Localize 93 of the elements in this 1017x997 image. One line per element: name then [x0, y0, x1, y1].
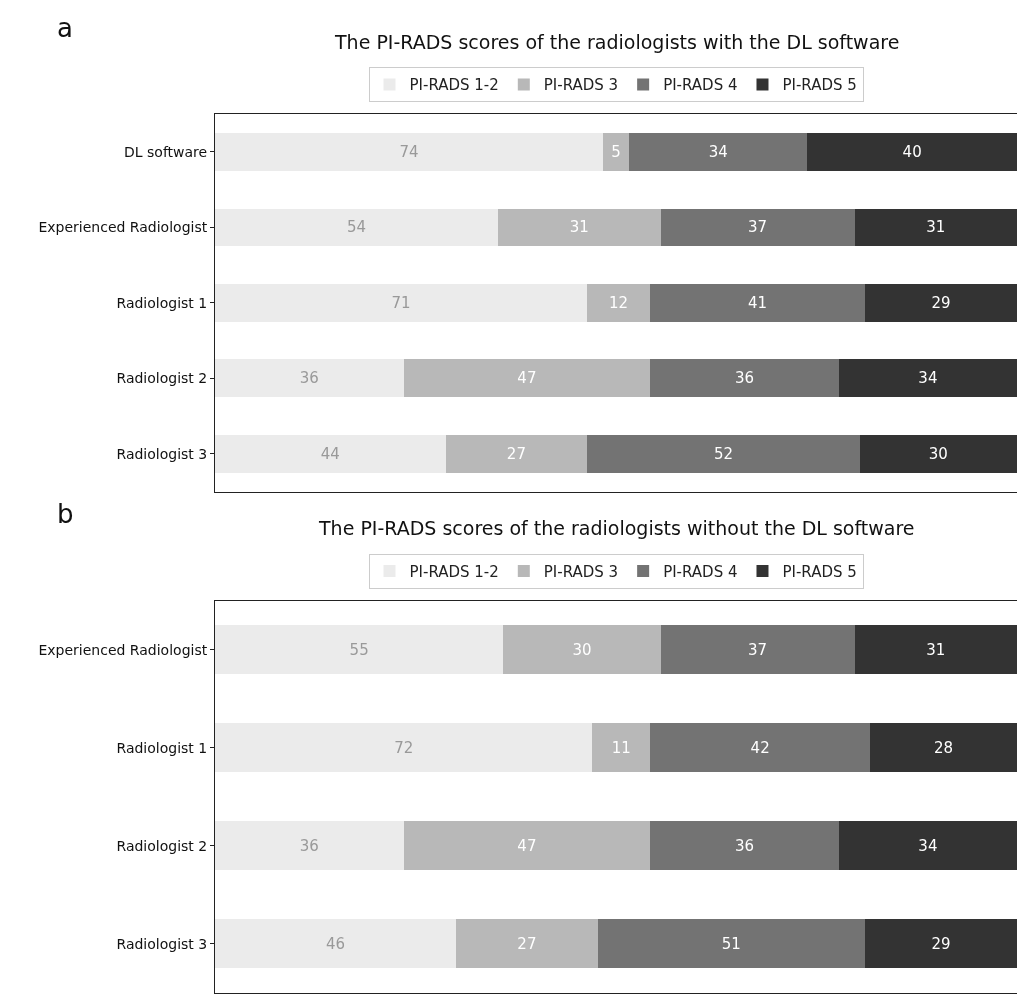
- bar: [807, 133, 1017, 171]
- bar: [597, 919, 865, 969]
- y-tick-label: Radiologist 3: [116, 445, 208, 462]
- legend-label: PI-RADS 4: [663, 76, 738, 95]
- bar: [587, 434, 860, 473]
- y-tick-label: Radiologist 2: [116, 370, 208, 387]
- y-tick-label: DL software: [124, 143, 208, 160]
- data-label: 5: [611, 142, 621, 161]
- bar: [215, 919, 457, 969]
- bar: [215, 434, 446, 473]
- bar: [592, 723, 651, 773]
- data-label: 55: [349, 640, 369, 659]
- data-label: 40: [902, 142, 922, 161]
- bar: [215, 283, 588, 322]
- bar: [215, 723, 593, 773]
- data-label: 72: [394, 738, 414, 757]
- data-label: 31: [569, 218, 589, 237]
- bar: [498, 208, 661, 247]
- data-label: 52: [713, 444, 734, 463]
- y-tick-label: Radiologist 3: [116, 935, 208, 952]
- data-label: 47: [517, 836, 537, 855]
- text: a: [57, 13, 73, 43]
- bar: [602, 133, 630, 171]
- bar: [650, 283, 865, 322]
- bar: [870, 723, 1017, 773]
- bar: [838, 821, 1017, 871]
- data-label: 46: [326, 934, 346, 953]
- legend-label: PI-RADS 1-2: [409, 562, 499, 581]
- bar: [445, 434, 588, 473]
- data-label: 36: [734, 836, 754, 855]
- data-label: 31: [926, 640, 946, 659]
- data-label: 36: [734, 369, 754, 388]
- data-label: 29: [931, 293, 951, 312]
- data-label: 11: [611, 738, 631, 757]
- y-tick-label: Experienced Radiologist: [38, 219, 208, 236]
- legend-label: PI-RADS 1-2: [409, 76, 499, 95]
- y-tick-label: Experienced Radiologist: [38, 641, 208, 658]
- data-label: 30: [928, 444, 948, 463]
- bar: [403, 359, 651, 398]
- bar: [587, 283, 651, 322]
- data-label: 12: [609, 293, 629, 312]
- chart-title: The PI-RADS scores of the radiologists with the DL software: [334, 31, 900, 53]
- bar: [650, 359, 839, 398]
- data-label: 34: [918, 836, 938, 855]
- legend-label: PI-RADS 3: [543, 76, 619, 95]
- data-label: 41: [747, 293, 768, 312]
- bar: [215, 359, 404, 398]
- chart-title: The PI-RADS scores of the radiologists without the DL software: [318, 517, 915, 539]
- bar: [215, 625, 504, 675]
- bar: [854, 208, 1017, 247]
- data-label: 30: [572, 640, 592, 659]
- bar: [215, 208, 499, 247]
- data-label: 74: [399, 142, 419, 161]
- bar: [650, 723, 871, 773]
- legend-label: PI-RADS 5: [782, 76, 857, 95]
- bar: [215, 821, 404, 871]
- bar: [864, 283, 1017, 322]
- data-label: 36: [299, 836, 319, 855]
- data-label: 34: [918, 369, 938, 388]
- bar: [650, 821, 839, 871]
- bar: [456, 919, 598, 969]
- y-tick-label: Radiologist 2: [116, 837, 208, 854]
- data-label: 42: [750, 738, 770, 757]
- data-label: 28: [934, 738, 954, 757]
- bar: [864, 919, 1017, 969]
- bar: [838, 359, 1017, 398]
- data-label: 54: [346, 218, 367, 237]
- data-label: 71: [391, 293, 411, 312]
- data-label: 47: [517, 369, 537, 388]
- data-label: 29: [931, 934, 951, 953]
- legend-label: PI-RADS 5: [782, 562, 857, 581]
- bar: [854, 625, 1017, 675]
- data-label: 27: [517, 934, 537, 953]
- y-tick-label: Radiologist 1: [116, 294, 208, 311]
- bar: [503, 625, 661, 675]
- data-label: 37: [747, 218, 768, 237]
- bar: [215, 133, 603, 171]
- bar: [660, 625, 855, 675]
- data-label: 36: [299, 369, 319, 388]
- data-label: 31: [926, 218, 946, 237]
- bar: [859, 434, 1017, 473]
- data-label: 51: [721, 934, 741, 953]
- text: b: [57, 499, 74, 529]
- legend-label: PI-RADS 4: [663, 562, 738, 581]
- data-label: 44: [320, 444, 340, 463]
- bar: [660, 208, 855, 247]
- data-label: 34: [708, 142, 728, 161]
- legend-label: PI-RADS 3: [543, 562, 619, 581]
- bar: [629, 133, 808, 171]
- data-label: 27: [506, 444, 526, 463]
- bar: [403, 821, 651, 871]
- y-tick-label: Radiologist 1: [116, 739, 208, 756]
- data-label: 37: [747, 640, 768, 659]
